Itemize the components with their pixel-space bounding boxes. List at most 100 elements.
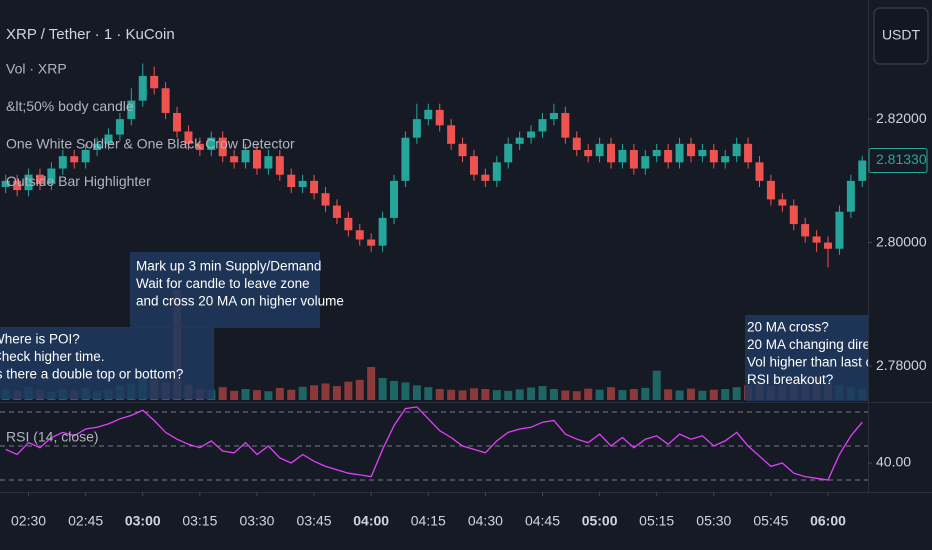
candle-body xyxy=(744,143,753,163)
volume-bar xyxy=(527,387,536,400)
volume-bar xyxy=(412,385,421,400)
candle-layer xyxy=(1,63,867,268)
candle-body xyxy=(150,75,159,89)
candle-body xyxy=(1,180,10,188)
volume-bar xyxy=(572,391,581,400)
volume-bar xyxy=(390,380,399,400)
candle-body xyxy=(561,112,570,138)
candle-body xyxy=(812,236,821,243)
candle-body xyxy=(264,156,273,169)
volume-bar xyxy=(252,390,261,400)
rsi-layer: RSI (14, close) xyxy=(0,406,868,481)
x-tick-label: 02:30 xyxy=(11,513,46,529)
volume-bar xyxy=(709,389,718,400)
indicator-label: Outside Bar Highlighter xyxy=(6,173,151,189)
last-price-box xyxy=(868,147,928,173)
volume-bar xyxy=(401,382,410,400)
x-tick-label: 05:15 xyxy=(639,513,674,529)
annotation-text: and cross 20 MA on higher volume xyxy=(136,294,344,309)
x-tick-label: 04:30 xyxy=(468,513,503,529)
volume-bar xyxy=(732,387,741,400)
candle-body xyxy=(24,174,33,191)
candle-body xyxy=(344,217,353,231)
rsi-line xyxy=(5,406,863,481)
candle-body xyxy=(390,180,399,218)
candle-body xyxy=(858,160,867,181)
volume-bar xyxy=(584,388,593,400)
annotation-text: Wait for candle to leave zone xyxy=(136,276,310,291)
volume-bar xyxy=(447,389,456,400)
candle-body xyxy=(252,150,261,169)
currency-button[interactable] xyxy=(873,7,929,65)
volume-bar xyxy=(264,391,273,400)
x-tick-label: 04:00 xyxy=(353,513,389,529)
candle-body xyxy=(173,112,182,132)
volume-bar xyxy=(549,389,558,400)
volume-bar xyxy=(538,386,547,400)
y-tick-label: 2.80000 xyxy=(876,233,927,249)
candle-body xyxy=(401,137,410,181)
volume-bar xyxy=(686,388,695,400)
volume-bar xyxy=(275,387,284,400)
volume-bar xyxy=(218,387,227,400)
annotation-text: Is there a double top or bottom? xyxy=(0,367,183,382)
candle-body xyxy=(584,150,593,157)
annotation-text: 20 MA changing direction xyxy=(747,337,899,352)
candle-body xyxy=(378,217,387,246)
annotation-text: RSI breakout? xyxy=(747,372,833,387)
volume-bar xyxy=(595,389,604,400)
candle-body xyxy=(709,150,718,163)
candle-body xyxy=(275,156,284,175)
volume-bar xyxy=(321,383,330,400)
candle-body xyxy=(789,205,798,225)
candle-body xyxy=(641,156,650,169)
volume-bar xyxy=(504,390,513,400)
candle-body xyxy=(698,150,707,157)
candle-body xyxy=(207,137,216,150)
candle-body xyxy=(104,134,113,144)
annotation-text: Mark up 3 min Supply/Demand xyxy=(136,259,321,274)
candle-body xyxy=(538,119,547,132)
volume-bar xyxy=(378,378,387,400)
candle-body xyxy=(127,100,136,120)
candle-body xyxy=(195,143,204,150)
volume-bar xyxy=(344,381,353,400)
candle-body xyxy=(321,193,330,206)
volume-bar xyxy=(641,387,650,400)
axes-layer: 2.78000 2.80000 2.82000 02:30 02:45 03:00 03:1… xyxy=(11,110,928,529)
annotation-box xyxy=(0,327,214,399)
currency-label[interactable]: USDT xyxy=(882,27,921,43)
candle-body xyxy=(629,150,638,169)
candle-body xyxy=(35,174,44,184)
volume-bar xyxy=(561,390,570,400)
candle-body xyxy=(755,162,764,181)
volume-bar xyxy=(515,389,524,400)
candle-body xyxy=(504,143,513,163)
candle-body xyxy=(835,211,844,249)
volume-bar xyxy=(492,390,501,400)
volume-bar xyxy=(332,386,341,400)
candle-body xyxy=(732,143,741,157)
candle-body xyxy=(549,112,558,120)
candle-body xyxy=(721,156,730,163)
x-tick-label: 05:00 xyxy=(582,513,618,529)
candle-body xyxy=(572,137,581,150)
annotation-text: Where is POI? xyxy=(0,332,80,347)
x-tick-label: 03:00 xyxy=(125,513,161,529)
volume-bar xyxy=(287,389,296,400)
volume-bar xyxy=(664,389,673,400)
legend: XRP / Tether · 1 · KuCoin Vol · XRP&lt;5… xyxy=(6,26,295,189)
volume-bar xyxy=(355,379,364,400)
candle-body xyxy=(675,143,684,163)
candle-body xyxy=(595,143,604,157)
indicator-label: Vol · XRP xyxy=(6,61,67,77)
volume-bar xyxy=(618,390,627,400)
candle-body xyxy=(447,125,456,144)
volume-bar xyxy=(310,385,319,400)
candle-body xyxy=(218,137,227,157)
x-tick-label: 06:00 xyxy=(810,513,846,529)
rsi-title: RSI (14, close) xyxy=(6,429,99,445)
candle-body xyxy=(70,156,79,163)
annotation-box xyxy=(745,315,868,401)
